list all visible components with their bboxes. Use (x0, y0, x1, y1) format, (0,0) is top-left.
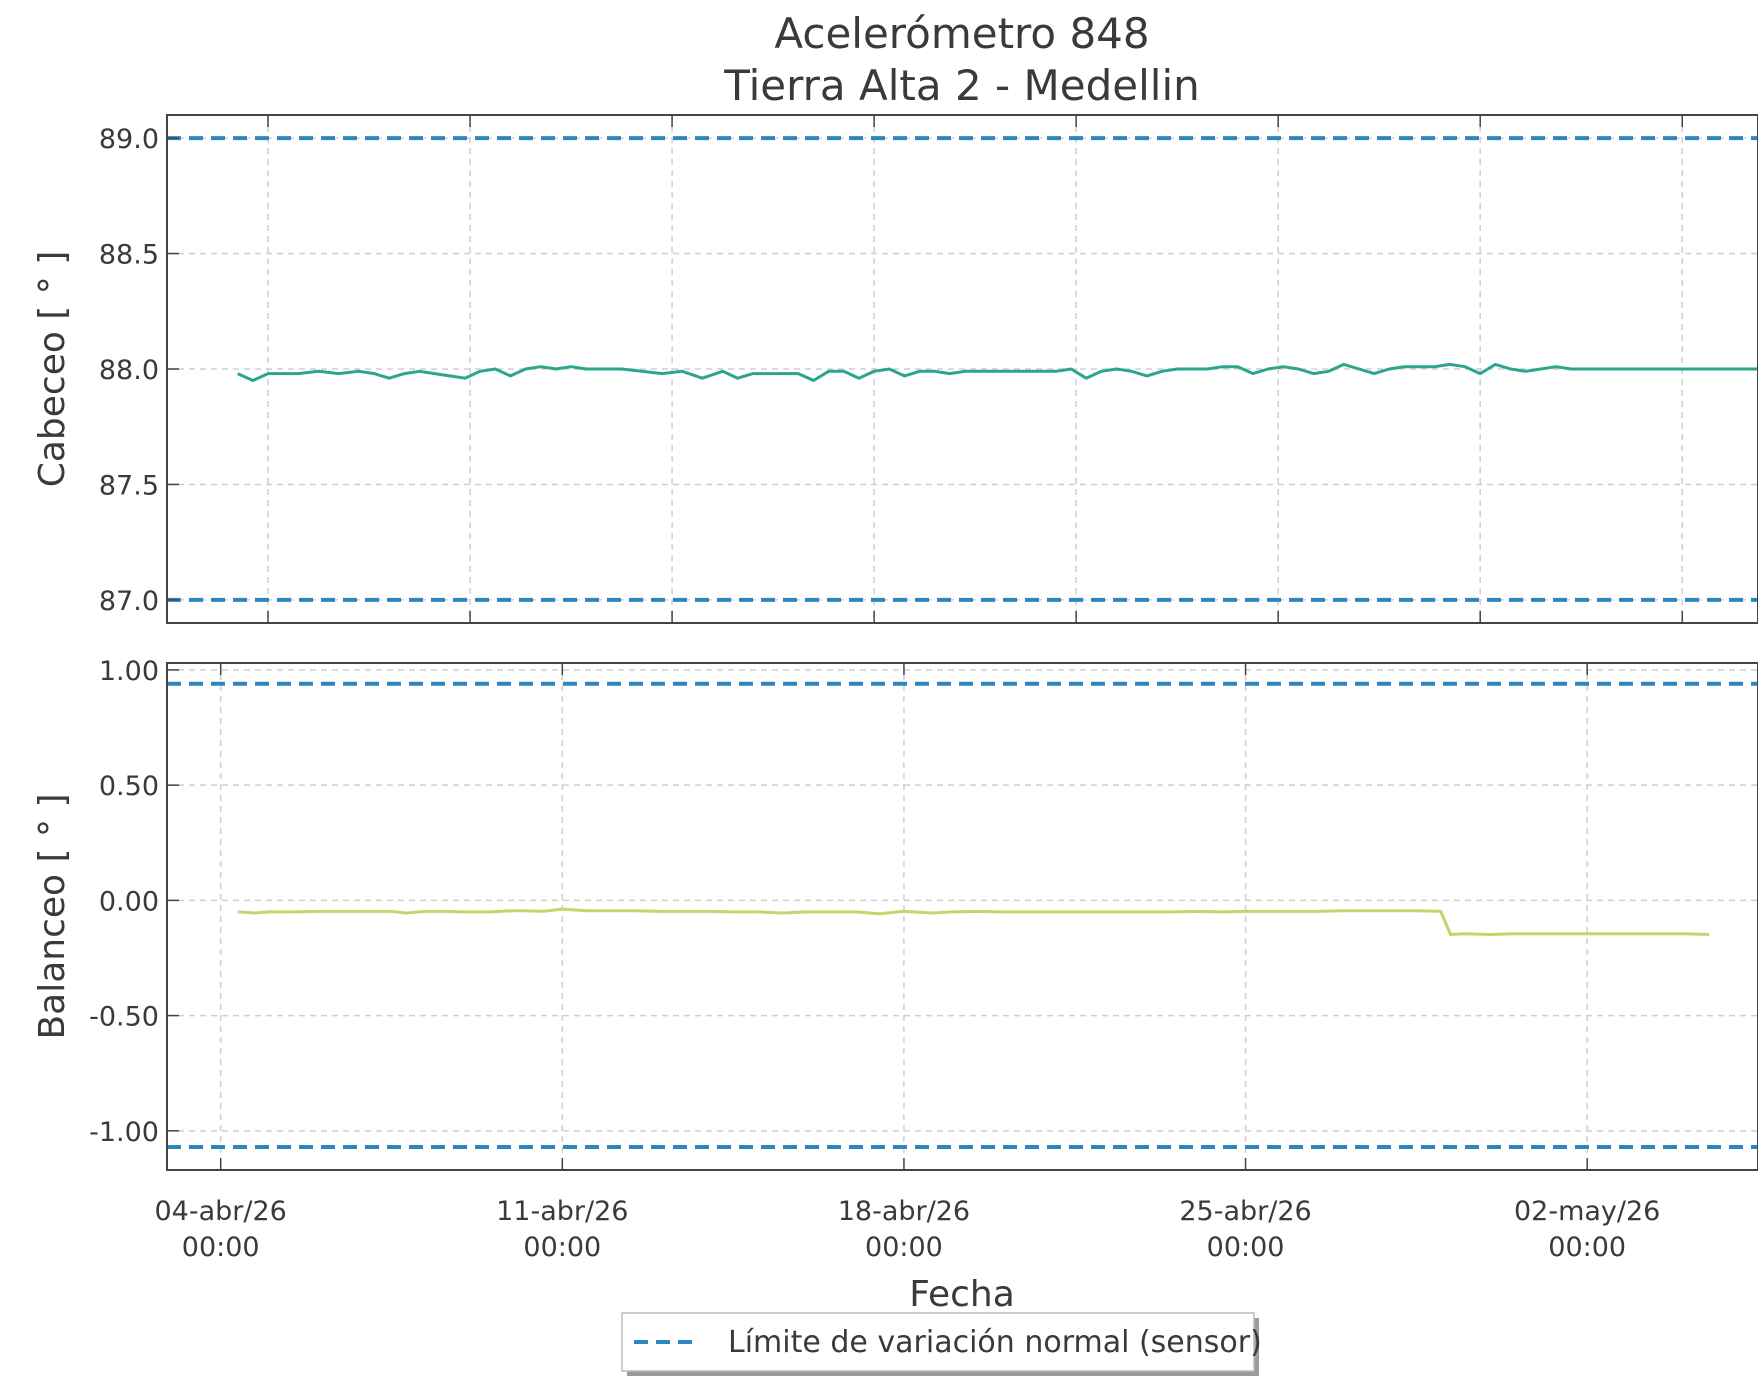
balanceo-series (237, 907, 1710, 936)
x-tick-label-date: 18-abr/26 (838, 1196, 970, 1227)
cabeceo-ytick-labels: 89.0 88.5 88.0 87.5 87.0 (99, 124, 159, 617)
y-tick-label: 1.00 (99, 656, 159, 687)
cabeceo-series (237, 362, 1758, 382)
balanceo-ytick-labels: 1.00 0.50 0.00 -0.50 -1.00 (89, 656, 159, 1148)
balanceo-gridlines (167, 663, 1758, 1170)
y-tick-label: 87.5 (99, 470, 159, 501)
x-axis-label: Fecha (909, 1274, 1015, 1315)
balanceo-ticks (167, 663, 1588, 1170)
cabeceo-ylabel: Cabeceo [ ° ] (32, 251, 73, 488)
cabeceo-limit-lines (167, 136, 1758, 602)
chart-title-line1: Acelerómetro 848 (774, 9, 1149, 58)
y-tick-label: 0.50 (99, 771, 159, 802)
y-tick-label: -0.50 (89, 1002, 159, 1033)
y-tick-label: 0.00 (99, 886, 159, 917)
x-tick-label-date: 04-abr/26 (155, 1196, 287, 1227)
legend-limit-label: Límite de variación normal (sensor) (728, 1325, 1262, 1360)
x-tick-label-date: 11-abr/26 (496, 1196, 628, 1227)
series-line (237, 362, 1758, 382)
cabeceo-ticks (167, 115, 1683, 623)
balanceo-limit-lines (167, 681, 1758, 1149)
x-tick-label-time: 00:00 (1207, 1232, 1285, 1263)
x-tick-labels: 04-abr/26 00:00 11-abr/26 00:00 18-abr/26 00:… (155, 1196, 1661, 1263)
x-tick-label-time: 00:00 (865, 1232, 943, 1263)
y-tick-label: 89.0 (99, 124, 159, 155)
balanceo-ylabel: Balanceo [ ° ] (32, 793, 73, 1039)
series-line (237, 907, 1710, 936)
x-tick-label-time: 00:00 (1548, 1232, 1626, 1263)
y-tick-label: -1.00 (89, 1117, 159, 1148)
x-tick-label-date: 25-abr/26 (1179, 1196, 1311, 1227)
balanceo-panel: 1.00 0.50 0.00 -0.50 -1.00 04-abr/26 00:00 11-… (32, 656, 1758, 1263)
y-tick-label: 88.0 (99, 355, 159, 386)
legend: Límite de variación normal (sensor) (621, 1312, 1262, 1376)
chart-title-line2: Tierra Alta 2 - Medellin (723, 61, 1200, 110)
x-tick-label-time: 00:00 (182, 1232, 260, 1263)
y-tick-label: 88.5 (99, 240, 159, 271)
cabeceo-panel: 89.0 88.5 88.0 87.5 87.0 Cabeceo [ ° ] (32, 114, 1758, 624)
x-tick-label-date: 02-may/26 (1514, 1196, 1660, 1227)
x-tick-label-time: 00:00 (523, 1232, 601, 1263)
balanceo-axes-frame (166, 662, 1758, 1171)
legend-box (621, 1312, 1255, 1372)
y-tick-label: 87.0 (99, 586, 159, 617)
